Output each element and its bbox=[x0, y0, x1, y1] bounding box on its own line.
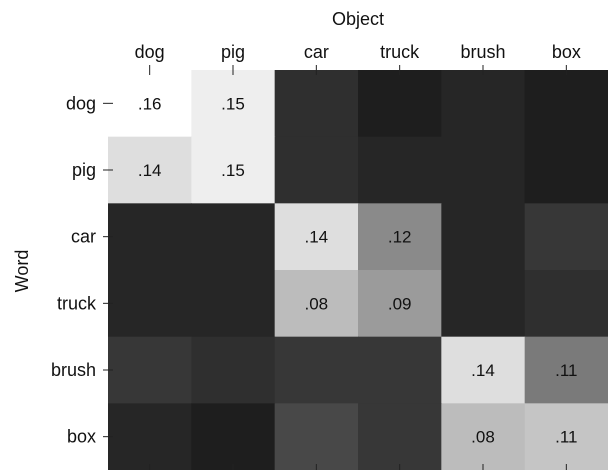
heatmap-cell-truck-dog bbox=[108, 270, 192, 338]
heatmap-cell-pig-box bbox=[524, 136, 608, 204]
heatmap-cell-box-brush bbox=[441, 403, 526, 470]
annotation-pig-dog: .14 bbox=[138, 161, 162, 180]
heatmap-cell-brush-dog bbox=[108, 336, 192, 404]
x-tick-label-dog: dog bbox=[135, 42, 165, 62]
x-tick-label-truck: truck bbox=[380, 42, 420, 62]
heatmap-cell-pig-dog bbox=[108, 136, 192, 204]
heatmap-cell-truck-car bbox=[274, 270, 359, 338]
axis-ticks bbox=[103, 65, 567, 470]
annotation-truck-truck: .09 bbox=[388, 294, 412, 313]
heatmap-cell-car-dog bbox=[108, 203, 192, 271]
heatmap-cell-pig-car bbox=[274, 136, 359, 204]
heatmap-cell-pig-pig bbox=[191, 136, 276, 204]
y-tick-label-pig: pig bbox=[72, 160, 96, 180]
y-tick-labels: dog pig car truck brush box bbox=[51, 93, 97, 446]
heatmap-cell-brush-truck bbox=[358, 336, 442, 404]
heatmap-cell-brush-brush bbox=[441, 336, 526, 404]
heatmap-cell-truck-pig bbox=[191, 270, 276, 338]
heatmap-cell-car-brush bbox=[441, 203, 526, 271]
annotation-pig-pig: .15 bbox=[221, 161, 245, 180]
x-tick-label-box: box bbox=[552, 42, 581, 62]
heatmap-cell-pig-truck bbox=[358, 136, 442, 204]
heatmap-cell-box-box bbox=[524, 403, 608, 470]
heatmap-cell-truck-truck bbox=[358, 270, 442, 338]
y-axis-label: Word bbox=[12, 250, 32, 293]
heatmap-cell-pig-brush bbox=[441, 136, 526, 204]
x-tick-label-car: car bbox=[304, 42, 329, 62]
annotation-dog-dog: .16 bbox=[138, 94, 162, 113]
heatmap-cell-car-pig bbox=[191, 203, 276, 271]
annotation-dog-pig: .15 bbox=[221, 94, 245, 113]
x-tick-label-pig: pig bbox=[221, 42, 245, 62]
annotation-box-box: .11 bbox=[555, 428, 577, 447]
heatmap-cell-brush-box bbox=[524, 336, 608, 404]
heatmap-cell-car-truck bbox=[358, 203, 442, 271]
heatmap-cell-dog-dog bbox=[108, 70, 192, 138]
heatmap-cell-brush-car bbox=[274, 336, 359, 404]
heatmap-cell-box-pig bbox=[191, 403, 276, 470]
annotation-box-brush: .08 bbox=[471, 428, 495, 447]
annotation-car-car: .14 bbox=[305, 228, 329, 247]
annotation-car-truck: .12 bbox=[388, 228, 412, 247]
heatmap-cell-dog-truck bbox=[358, 70, 442, 138]
y-tick-label-brush: brush bbox=[51, 360, 96, 380]
heatmap-cell-box-dog bbox=[108, 403, 192, 470]
cell-annotations: .16 .15 .14 .15 .14 .12 .08 .09 .14 .11 .08 .11 bbox=[138, 94, 578, 446]
heatmap-cell-truck-brush bbox=[441, 270, 526, 338]
x-axis-label: Object bbox=[332, 9, 384, 29]
heatmap-cell-brush-pig bbox=[191, 336, 276, 404]
heatmap-cell-box-car bbox=[274, 403, 359, 470]
heatmap-cell-box-truck bbox=[358, 403, 442, 470]
heatmap-cell-car-box bbox=[524, 203, 608, 271]
annotation-brush-box: .11 bbox=[555, 361, 577, 380]
heatmap-cell-dog-pig bbox=[191, 70, 276, 138]
x-tick-label-brush: brush bbox=[460, 42, 505, 62]
y-tick-label-car: car bbox=[71, 227, 96, 247]
heatmap-cell-dog-box bbox=[524, 70, 608, 138]
heatmap-cell-dog-car bbox=[274, 70, 359, 138]
y-tick-label-dog: dog bbox=[66, 93, 96, 113]
x-tick-labels: dog pig car truck brush box bbox=[135, 42, 581, 62]
heatmap-cells bbox=[108, 70, 608, 470]
annotation-truck-car: .08 bbox=[305, 294, 329, 313]
y-tick-label-truck: truck bbox=[57, 293, 97, 313]
heatmap-cell-car-car bbox=[274, 203, 359, 271]
heatmap-cell-dog-brush bbox=[441, 70, 526, 138]
heatmap-cell-truck-box bbox=[524, 270, 608, 338]
y-tick-label-box: box bbox=[67, 427, 96, 447]
annotation-brush-brush: .14 bbox=[471, 361, 495, 380]
